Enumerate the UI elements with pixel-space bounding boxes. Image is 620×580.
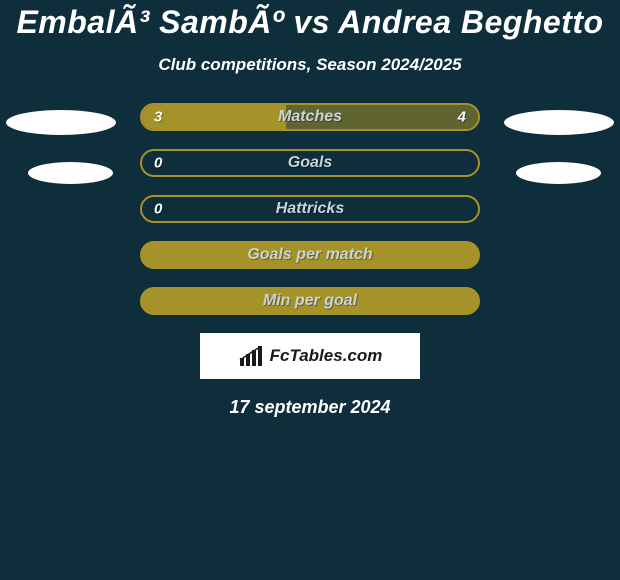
stat-row: 0Hattricks bbox=[140, 195, 480, 223]
stat-left-value: 3 bbox=[154, 109, 162, 126]
stat-row: 0Goals bbox=[140, 149, 480, 177]
stat-row: 34Matches bbox=[140, 103, 480, 131]
comparison-infographic: EmbalÃ³ SambÃº vs Andrea Beghetto Club c… bbox=[0, 0, 620, 418]
stat-label: Goals bbox=[142, 154, 478, 172]
page-title: EmbalÃ³ SambÃº vs Andrea Beghetto bbox=[0, 4, 620, 41]
chart-icon bbox=[238, 344, 266, 368]
stat-label: Goals per match bbox=[142, 246, 478, 264]
stat-right-value: 4 bbox=[458, 109, 466, 126]
stat-left-value: 0 bbox=[154, 201, 162, 218]
player-right-avatar bbox=[504, 110, 614, 135]
page-subtitle: Club competitions, Season 2024/2025 bbox=[0, 55, 620, 75]
stat-label: Min per goal bbox=[142, 292, 478, 310]
footer-logo[interactable]: FcTables.com bbox=[200, 333, 420, 379]
bar-fill-right bbox=[286, 105, 478, 129]
club-right-badge bbox=[516, 162, 601, 184]
bar-fill-left bbox=[142, 105, 286, 129]
footer-date: 17 september 2024 bbox=[0, 397, 620, 418]
club-left-badge bbox=[28, 162, 113, 184]
stat-row: Min per goal bbox=[140, 287, 480, 315]
stat-left-value: 0 bbox=[154, 155, 162, 172]
player-left-avatar bbox=[6, 110, 116, 135]
stat-label: Hattricks bbox=[142, 200, 478, 218]
stats-area: 34Matches0Goals0HattricksGoals per match… bbox=[0, 103, 620, 315]
stat-row: Goals per match bbox=[140, 241, 480, 269]
footer-logo-text: FcTables.com bbox=[270, 346, 383, 366]
